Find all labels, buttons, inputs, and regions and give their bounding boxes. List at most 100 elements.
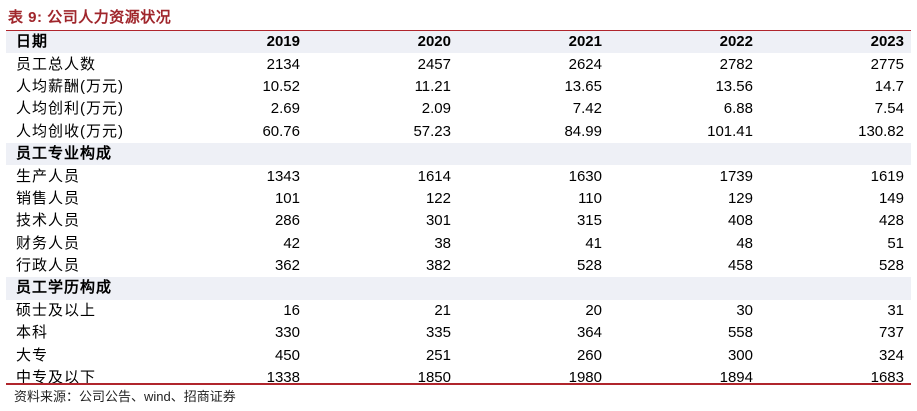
table-number: 表 9:: [8, 9, 43, 26]
cell-value: 1630: [568, 167, 602, 185]
table-row: 硕士及以上 16 21 20 30 31: [6, 300, 911, 322]
cell-value: 286: [274, 212, 300, 230]
cell-value: 7.42: [572, 100, 602, 118]
cell-value: 737: [878, 324, 904, 342]
cell-value: 13.65: [564, 77, 602, 95]
cell-value: 129: [727, 189, 753, 207]
cell-value: 1850: [417, 369, 451, 387]
cell-value: 130.82: [858, 122, 904, 140]
header-year: 2020: [417, 33, 451, 51]
table-row: 技术人员 286 301 315 408 428: [6, 210, 911, 232]
cell-value: 31: [887, 301, 904, 319]
row-label: 员工总人数: [16, 55, 97, 73]
row-label: 财务人员: [16, 234, 81, 252]
table-row: 行政人员 362 382 528 458 528: [6, 255, 911, 277]
row-label: 销售人员: [16, 189, 81, 207]
section-row: 员工学历构成: [6, 277, 911, 300]
cell-value: 324: [878, 346, 904, 364]
cell-value: 364: [576, 324, 602, 342]
cell-value: 1338: [266, 369, 300, 387]
row-label: 硕士及以上: [16, 301, 97, 319]
table-row: 人均创收(万元) 60.76 57.23 84.99 101.41 130.82: [6, 121, 911, 143]
bottom-rule: [6, 383, 911, 385]
cell-value: 42: [283, 234, 300, 252]
cell-value: 13.56: [715, 77, 753, 95]
cell-value: 315: [576, 212, 602, 230]
row-label: 生产人员: [16, 167, 81, 185]
table-title: 表 9: 公司人力资源状况: [8, 6, 171, 27]
cell-value: 450: [274, 346, 300, 364]
cell-value: 1343: [266, 167, 300, 185]
cell-value: 1980: [568, 369, 602, 387]
top-rule: [6, 30, 911, 32]
cell-value: 41: [585, 234, 602, 252]
cell-value: 260: [576, 346, 602, 364]
cell-value: 48: [736, 234, 753, 252]
header-year: 2023: [870, 33, 904, 51]
table-row: 本科 330 335 364 558 737: [6, 322, 911, 344]
table-title-text: 公司人力资源状况: [47, 9, 172, 26]
cell-value: 528: [878, 257, 904, 275]
cell-value: 2134: [266, 55, 300, 73]
cell-value: 300: [727, 346, 753, 364]
cell-value: 84.99: [564, 122, 602, 140]
cell-value: 1739: [719, 167, 753, 185]
header-label: 日期: [16, 33, 49, 51]
cell-value: 38: [434, 234, 451, 252]
row-label: 中专及以下: [16, 369, 97, 387]
table-row: 中专及以下 1338 1850 1980 1894 1683: [6, 367, 911, 389]
row-label: 行政人员: [16, 257, 81, 275]
header-year: 2022: [719, 33, 753, 51]
header-year: 2019: [266, 33, 300, 51]
cell-value: 2457: [417, 55, 451, 73]
row-label: 人均创收(万元): [16, 122, 124, 140]
section-row: 员工专业构成: [6, 142, 911, 166]
cell-value: 14.7: [874, 77, 904, 95]
header-year: 2021: [568, 33, 602, 51]
cell-value: 2775: [870, 55, 904, 73]
table-row: 员工总人数 2134 2457 2624 2782 2775: [6, 53, 911, 75]
table-row: 销售人员 101 122 110 129 149: [6, 188, 911, 210]
cell-value: 20: [585, 301, 602, 319]
cell-value: 382: [425, 257, 451, 275]
cell-value: 51: [887, 234, 904, 252]
cell-value: 16: [283, 301, 300, 319]
cell-value: 11.21: [414, 77, 451, 95]
cell-value: 57.23: [413, 122, 451, 140]
cell-value: 122: [425, 189, 451, 207]
table-row: 人均薪酬(万元) 10.52 11.21 13.65 13.56 14.7: [6, 76, 911, 98]
cell-value: 458: [727, 257, 753, 275]
section-label: 员工学历构成: [16, 279, 113, 297]
cell-value: 408: [727, 212, 753, 230]
cell-value: 2624: [568, 55, 602, 73]
cell-value: 1614: [417, 167, 451, 185]
cell-value: 101.41: [707, 122, 753, 140]
cell-value: 301: [425, 212, 451, 230]
cell-value: 2782: [719, 55, 753, 73]
cell-value: 251: [425, 346, 451, 364]
cell-value: 2.69: [270, 100, 300, 118]
row-label: 技术人员: [16, 212, 81, 230]
cell-value: 428: [878, 212, 904, 230]
row-label: 本科: [16, 324, 49, 342]
cell-value: 362: [274, 257, 300, 275]
cell-value: 60.76: [262, 122, 300, 140]
cell-value: 1894: [719, 369, 753, 387]
row-label: 人均创利(万元): [16, 100, 124, 118]
cell-value: 2.09: [421, 100, 451, 118]
table-row: 财务人员 42 38 41 48 51: [6, 233, 911, 255]
cell-value: 10.52: [262, 77, 300, 95]
cell-value: 6.88: [723, 100, 753, 118]
cell-value: 30: [736, 301, 753, 319]
cell-value: 335: [425, 324, 451, 342]
cell-value: 101: [274, 189, 300, 207]
cell-value: 1619: [870, 167, 904, 185]
cell-value: 110: [578, 189, 602, 207]
cell-value: 21: [434, 301, 451, 319]
header-row: 日期 2019 2020 2021 2022 2023: [6, 31, 911, 54]
cell-value: 7.54: [874, 100, 904, 118]
source-note: 资料来源：公司公告、wind、招商证券: [14, 389, 236, 404]
table-row: 人均创利(万元) 2.69 2.09 7.42 6.88 7.54: [6, 98, 911, 120]
cell-value: 149: [878, 189, 904, 207]
cell-value: 1683: [870, 369, 904, 387]
